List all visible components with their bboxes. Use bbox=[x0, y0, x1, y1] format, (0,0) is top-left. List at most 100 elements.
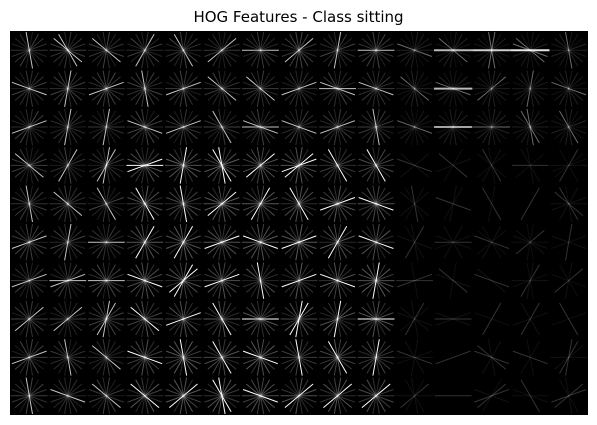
hog-orientation-stroke bbox=[438, 268, 468, 293]
hog-orientation-stroke bbox=[64, 339, 72, 376]
hog-orientation-stroke bbox=[96, 264, 116, 297]
hog-orientation-stroke bbox=[14, 153, 44, 178]
hog-orientation-stroke bbox=[58, 187, 78, 221]
hog-cell bbox=[435, 185, 471, 223]
hog-orientation-stroke bbox=[53, 230, 83, 255]
hog-orientation-stroke bbox=[327, 149, 348, 182]
hog-orientation-stroke bbox=[400, 38, 430, 63]
hog-cell bbox=[550, 185, 588, 223]
hog-orientation-stroke bbox=[135, 187, 155, 221]
hog-cell bbox=[357, 185, 395, 223]
hog-orientation-stroke bbox=[102, 185, 110, 223]
hog-orientation-stroke bbox=[526, 339, 534, 376]
hog-orientation-stroke bbox=[520, 379, 540, 413]
hog-orientation-stroke bbox=[242, 43, 278, 57]
hog-orientation-stroke bbox=[482, 110, 502, 144]
hog-orientation-stroke bbox=[102, 377, 110, 415]
hog-orientation-stroke bbox=[204, 273, 240, 288]
hog-orientation-stroke bbox=[372, 223, 380, 261]
hog-cell bbox=[10, 339, 48, 376]
hog-orientation-stroke bbox=[207, 306, 237, 332]
hog-orientation-stroke bbox=[88, 197, 124, 211]
hog-cell bbox=[49, 108, 87, 146]
hog-cell bbox=[319, 262, 356, 299]
hog-cell bbox=[49, 70, 87, 107]
hog-orientation-stroke bbox=[449, 262, 457, 299]
hog-cell bbox=[165, 223, 202, 261]
hog-cell bbox=[512, 302, 548, 336]
hog-orientation-stroke bbox=[11, 81, 47, 96]
hog-cell bbox=[49, 377, 87, 415]
hog-orientation-stroke bbox=[404, 33, 425, 67]
hog-orientation-stroke bbox=[245, 76, 275, 101]
hog-orientation-stroke bbox=[372, 70, 380, 107]
hog-orientation-stroke bbox=[482, 72, 502, 105]
hog-cell bbox=[319, 223, 356, 261]
hog-orientation-stroke bbox=[64, 377, 72, 415]
hog-orientation-stroke bbox=[565, 223, 573, 261]
hog-cell bbox=[165, 147, 202, 184]
hog-orientation-stroke bbox=[102, 339, 110, 376]
hog-cell bbox=[357, 339, 395, 376]
hog-orientation-stroke bbox=[400, 114, 430, 140]
hog-orientation-stroke bbox=[102, 339, 110, 376]
hog-orientation-stroke bbox=[19, 379, 39, 413]
hog-cell bbox=[10, 377, 48, 415]
hog-orientation-stroke bbox=[204, 120, 240, 134]
hog-cell bbox=[511, 147, 549, 184]
hog-cell bbox=[203, 31, 241, 69]
hog-orientation-stroke bbox=[366, 149, 386, 182]
hog-orientation-stroke bbox=[256, 70, 265, 107]
hog-orientation-stroke bbox=[250, 33, 271, 67]
hog-orientation-stroke bbox=[218, 147, 226, 184]
hog-orientation-stroke bbox=[250, 187, 271, 221]
hog-orientation-stroke bbox=[173, 33, 194, 67]
hog-orientation-stroke bbox=[333, 31, 342, 69]
hog-cell bbox=[87, 300, 125, 338]
hog-orientation-stroke bbox=[512, 235, 548, 249]
hog-orientation-stroke bbox=[11, 273, 47, 288]
hog-orientation-stroke bbox=[141, 300, 149, 338]
hog-orientation-stroke bbox=[50, 158, 86, 173]
hog-orientation-stroke bbox=[482, 149, 502, 182]
hog-orientation-stroke bbox=[333, 262, 342, 299]
hog-orientation-stroke bbox=[58, 187, 78, 221]
hog-orientation-stroke bbox=[58, 33, 78, 67]
hog-orientation-stroke bbox=[320, 81, 356, 96]
hog-orientation-stroke bbox=[477, 268, 507, 293]
hog-orientation-stroke bbox=[520, 110, 540, 144]
hog-orientation-stroke bbox=[366, 72, 386, 105]
hog-orientation-stroke bbox=[130, 114, 160, 140]
hog-orientation-stroke bbox=[53, 191, 83, 216]
hog-cell bbox=[512, 339, 548, 376]
hog-cell bbox=[435, 149, 471, 182]
hog-orientation-stroke bbox=[173, 187, 194, 221]
hog-orientation-stroke bbox=[212, 379, 232, 413]
hog-orientation-stroke bbox=[320, 43, 356, 57]
hog-orientation-stroke bbox=[168, 230, 198, 255]
hog-orientation-stroke bbox=[127, 350, 163, 365]
hog-orientation-stroke bbox=[53, 38, 83, 63]
hog-orientation-stroke bbox=[130, 383, 160, 408]
hog-orientation-stroke bbox=[559, 187, 579, 221]
hog-orientation-stroke bbox=[102, 31, 110, 69]
hog-orientation-stroke bbox=[397, 120, 433, 134]
hog-orientation-stroke bbox=[284, 306, 314, 332]
hog-orientation-stroke bbox=[372, 185, 380, 223]
hog-orientation-stroke bbox=[96, 110, 116, 144]
hog-orientation-stroke bbox=[11, 43, 47, 57]
hog-orientation-stroke bbox=[327, 72, 348, 105]
hog-cell bbox=[126, 185, 164, 223]
hog-orientation-stroke bbox=[372, 223, 380, 261]
hog-orientation-stroke bbox=[554, 114, 584, 140]
hog-orientation-stroke bbox=[323, 76, 353, 101]
hog-cell bbox=[49, 147, 87, 184]
hog-orientation-stroke bbox=[127, 120, 163, 134]
hog-orientation-stroke bbox=[284, 114, 314, 140]
hog-orientation-stroke bbox=[477, 153, 507, 178]
hog-orientation-stroke bbox=[404, 302, 425, 336]
hog-cell bbox=[396, 377, 433, 415]
hog-orientation-stroke bbox=[242, 350, 278, 365]
hog-orientation-stroke bbox=[135, 379, 155, 413]
hog-orientation-stroke bbox=[207, 345, 237, 370]
